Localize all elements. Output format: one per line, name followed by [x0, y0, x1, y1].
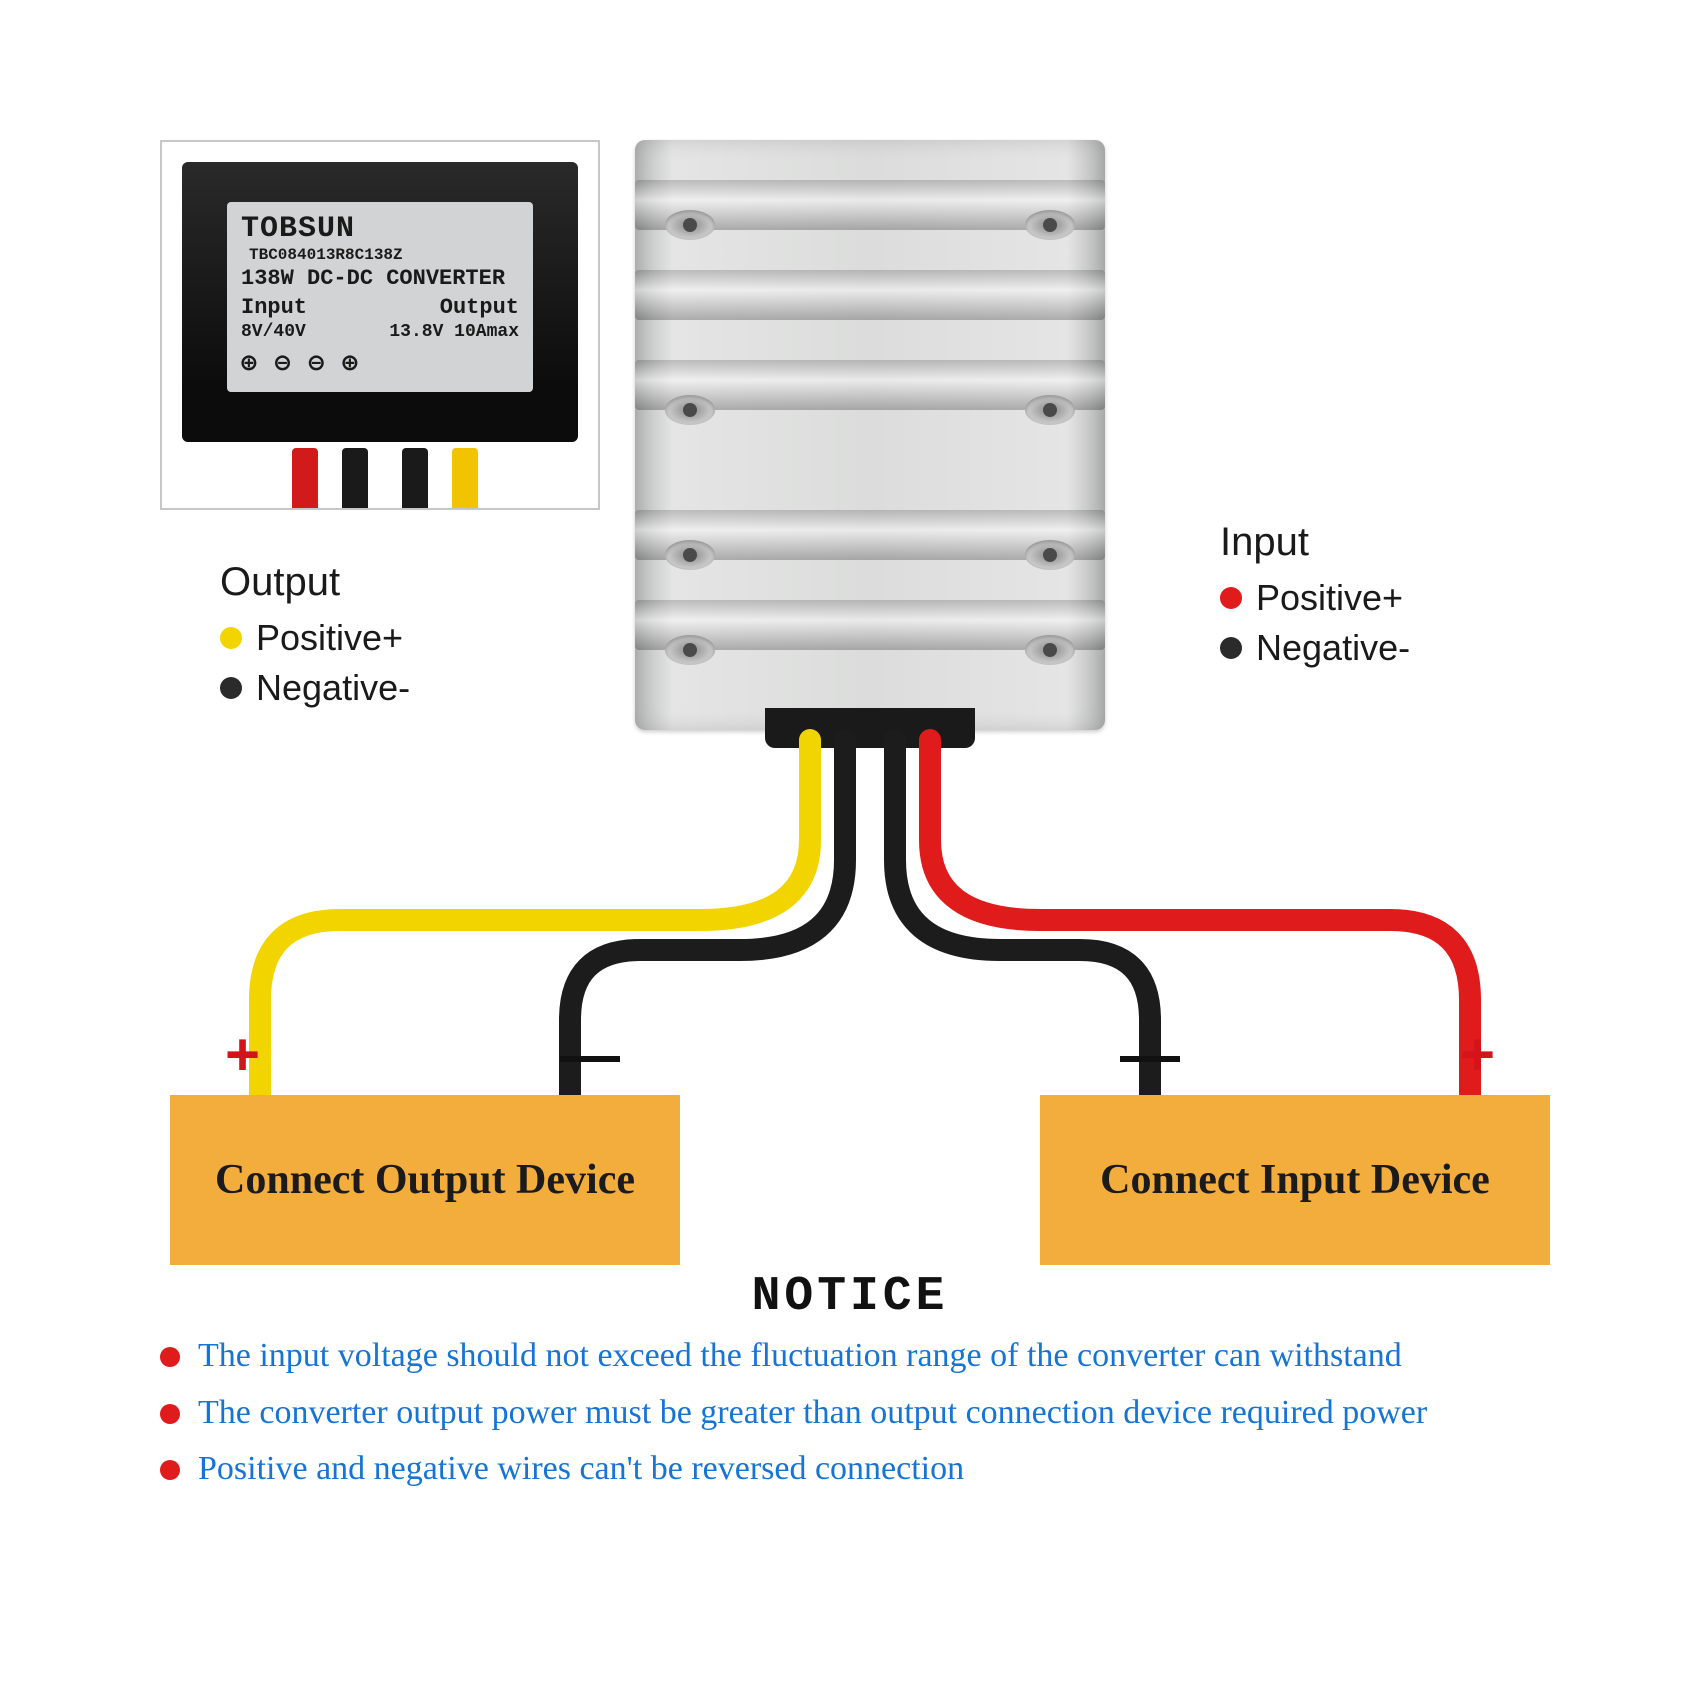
- label-output-spec: 13.8V 10Amax: [389, 322, 519, 342]
- mounting-hole: [1025, 635, 1075, 665]
- input-device-label: Connect Input Device: [1100, 1156, 1490, 1204]
- notice-title: NOTICE: [140, 1270, 1560, 1324]
- label-brand: TOBSUN: [241, 212, 355, 246]
- wire-stub: [342, 448, 368, 508]
- notice-text: The converter output power must be great…: [198, 1392, 1427, 1435]
- output-device-label: Connect Output Device: [215, 1156, 635, 1204]
- bullet-icon: [160, 1347, 180, 1367]
- output-negative-dot: [220, 677, 242, 699]
- notice-item: Positive and negative wires can't be rev…: [160, 1448, 1540, 1491]
- polarity-symbol: ⊕: [342, 348, 358, 379]
- output-legend-title: Output: [220, 560, 410, 605]
- input-negative-dot: [1220, 637, 1242, 659]
- wire-exit-gland: [765, 708, 975, 748]
- label-wire-stubs: [162, 438, 598, 508]
- mounting-hole: [665, 540, 715, 570]
- polarity-symbol: ⊖: [308, 348, 324, 379]
- input-positive-dot: [1220, 587, 1242, 609]
- bullet-icon: [160, 1460, 180, 1480]
- wire-stub: [452, 448, 478, 508]
- wire-red-input-positive: [930, 740, 1470, 1095]
- label-polarity-symbols: ⊕ ⊖ ⊖ ⊕: [241, 348, 519, 379]
- wire-black-input-negative: [895, 740, 1150, 1095]
- label-sticker: TOBSUN TBC084013R8C138Z 138W DC-DC CONVE…: [227, 202, 533, 392]
- output-negative-label: Negative-: [256, 667, 410, 709]
- notice-item: The input voltage should not exceed the …: [160, 1335, 1540, 1378]
- input-negative-label: Negative-: [1256, 627, 1410, 669]
- notice-item: The converter output power must be great…: [160, 1392, 1540, 1435]
- input-plus-sign: +: [1460, 1020, 1495, 1089]
- output-minus-sign: —: [560, 1020, 620, 1089]
- label-input-title: Input: [241, 295, 307, 320]
- product-label-inset: TOBSUN TBC084013R8C138Z 138W DC-DC CONVE…: [160, 140, 600, 510]
- notice-list: The input voltage should not exceed the …: [160, 1335, 1540, 1505]
- input-positive-label: Positive+: [1256, 577, 1403, 619]
- notice-text: The input voltage should not exceed the …: [198, 1335, 1402, 1378]
- output-positive-label: Positive+: [256, 617, 403, 659]
- wire-stub: [292, 448, 318, 508]
- converter-heatsink: [635, 140, 1105, 730]
- label-body: TOBSUN TBC084013R8C138Z 138W DC-DC CONVE…: [182, 162, 578, 442]
- input-legend-title: Input: [1220, 520, 1410, 565]
- input-minus-sign: —: [1120, 1020, 1180, 1089]
- diagram-canvas: TOBSUN TBC084013R8C138Z 138W DC-DC CONVE…: [140, 140, 1560, 1560]
- mounting-hole: [665, 395, 715, 425]
- bullet-icon: [160, 1404, 180, 1424]
- mounting-hole: [1025, 395, 1075, 425]
- mounting-hole: [1025, 210, 1075, 240]
- polarity-symbol: ⊕: [241, 348, 257, 379]
- label-model: TBC084013R8C138Z: [249, 246, 403, 264]
- wire-stub: [402, 448, 428, 508]
- polarity-symbol: ⊖: [275, 348, 291, 379]
- label-description: 138W DC-DC CONVERTER: [241, 266, 519, 291]
- output-legend: Output Positive+ Negative-: [220, 560, 410, 709]
- input-legend: Input Positive+ Negative-: [1220, 520, 1410, 669]
- notice-text: Positive and negative wires can't be rev…: [198, 1448, 964, 1491]
- output-positive-dot: [220, 627, 242, 649]
- mounting-hole: [665, 210, 715, 240]
- output-plus-sign: +: [225, 1020, 260, 1089]
- input-device-box: Connect Input Device: [1040, 1095, 1550, 1265]
- label-output-title: Output: [440, 295, 519, 320]
- label-input-spec: 8V/40V: [241, 322, 306, 342]
- output-device-box: Connect Output Device: [170, 1095, 680, 1265]
- heatsink-fin: [635, 270, 1105, 320]
- mounting-hole: [665, 635, 715, 665]
- mounting-hole: [1025, 540, 1075, 570]
- wire-yellow-output-positive: [260, 740, 810, 1095]
